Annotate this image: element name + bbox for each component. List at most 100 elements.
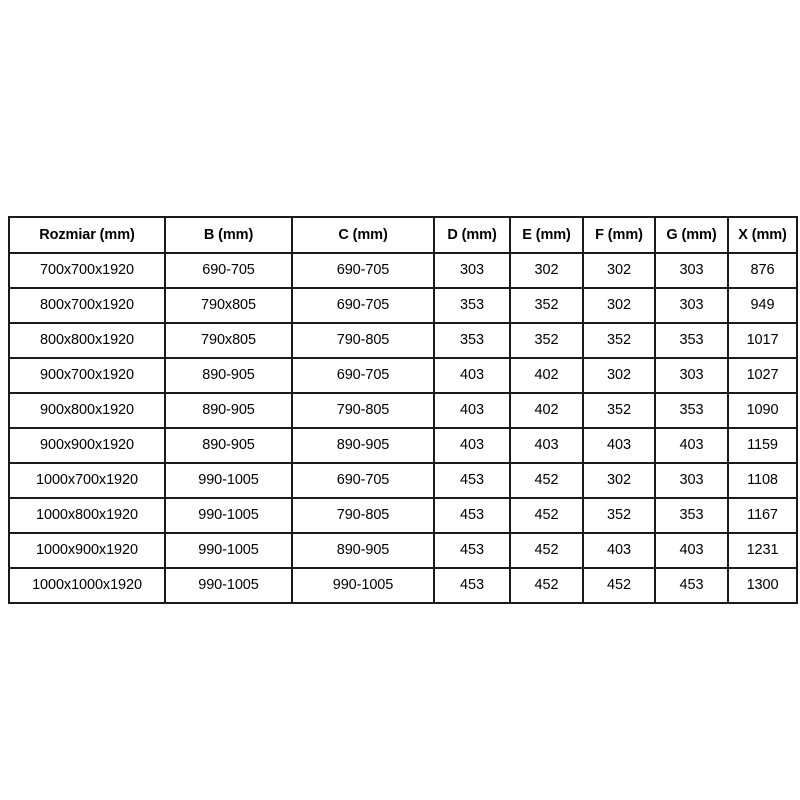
cell-e: 452 [509, 462, 584, 499]
cell-size: 1000x900x1920 [8, 532, 166, 569]
cell-d: 353 [433, 322, 511, 359]
cell-b: 890-905 [164, 427, 293, 464]
cell-x: 1300 [727, 567, 798, 604]
column-header-b: B (mm) [164, 216, 293, 254]
cell-e: 403 [509, 427, 584, 464]
cell-e: 352 [509, 322, 584, 359]
table-row: 900x900x1920 890-905 890-905 403 403 403 403 11… [8, 427, 798, 464]
cell-c: 890-905 [291, 532, 435, 569]
cell-x: 1231 [727, 532, 798, 569]
cell-b: 990-1005 [164, 462, 293, 499]
column-header-c: C (mm) [291, 216, 435, 254]
cell-size: 1000x800x1920 [8, 497, 166, 534]
cell-f: 302 [582, 252, 656, 289]
cell-g: 353 [654, 497, 729, 534]
cell-e: 402 [509, 392, 584, 429]
column-header-f: F (mm) [582, 216, 656, 254]
cell-x: 1090 [727, 392, 798, 429]
cell-size: 1000x1000x1920 [8, 567, 166, 604]
cell-size: 900x700x1920 [8, 357, 166, 394]
cell-d: 453 [433, 567, 511, 604]
cell-g: 453 [654, 567, 729, 604]
column-header-size: Rozmiar (mm) [8, 216, 166, 254]
cell-d: 303 [433, 252, 511, 289]
cell-d: 403 [433, 392, 511, 429]
cell-e: 302 [509, 252, 584, 289]
table-row: 1000x1000x1920 990-1005 990-1005 453 452 452 4… [8, 567, 798, 604]
table-row: 900x800x1920 890-905 790-805 403 402 352 353 10… [8, 392, 798, 429]
table-row: 1000x700x1920 990-1005 690-705 453 452 302 303… [8, 462, 798, 499]
cell-x: 1167 [727, 497, 798, 534]
cell-x: 1027 [727, 357, 798, 394]
cell-b: 990-1005 [164, 532, 293, 569]
cell-b: 890-905 [164, 392, 293, 429]
cell-b: 790x805 [164, 287, 293, 324]
cell-b: 990-1005 [164, 497, 293, 534]
cell-c: 990-1005 [291, 567, 435, 604]
cell-b: 990-1005 [164, 567, 293, 604]
cell-x: 876 [727, 252, 798, 289]
cell-c: 890-905 [291, 427, 435, 464]
cell-size: 900x900x1920 [8, 427, 166, 464]
cell-e: 402 [509, 357, 584, 394]
cell-x: 1017 [727, 322, 798, 359]
cell-g: 303 [654, 462, 729, 499]
cell-d: 403 [433, 357, 511, 394]
cell-size: 1000x700x1920 [8, 462, 166, 499]
cell-g: 353 [654, 392, 729, 429]
cell-c: 790-805 [291, 497, 435, 534]
cell-c: 690-705 [291, 287, 435, 324]
cell-b: 690-705 [164, 252, 293, 289]
cell-e: 352 [509, 287, 584, 324]
cell-g: 403 [654, 427, 729, 464]
cell-f: 352 [582, 497, 656, 534]
cell-g: 303 [654, 357, 729, 394]
column-header-e: E (mm) [509, 216, 584, 254]
column-header-x: X (mm) [727, 216, 798, 254]
cell-g: 353 [654, 322, 729, 359]
cell-c: 790-805 [291, 392, 435, 429]
table-header-row: Rozmiar (mm) B (mm) C (mm) D (mm) E (mm) F (m… [8, 216, 798, 254]
cell-e: 452 [509, 532, 584, 569]
table-row: 900x700x1920 890-905 690-705 403 402 302 303 10… [8, 357, 798, 394]
cell-c: 790-805 [291, 322, 435, 359]
cell-size: 800x800x1920 [8, 322, 166, 359]
cell-d: 403 [433, 427, 511, 464]
cell-g: 403 [654, 532, 729, 569]
cell-g: 303 [654, 252, 729, 289]
cell-x: 949 [727, 287, 798, 324]
cell-b: 890-905 [164, 357, 293, 394]
cell-d: 453 [433, 497, 511, 534]
column-header-g: G (mm) [654, 216, 729, 254]
cell-f: 403 [582, 427, 656, 464]
cell-c: 690-705 [291, 252, 435, 289]
cell-f: 352 [582, 322, 656, 359]
size-specification-table: Rozmiar (mm) B (mm) C (mm) D (mm) E (mm) F (m… [8, 216, 798, 604]
spec-table-container: Rozmiar (mm) B (mm) C (mm) D (mm) E (mm) F (m… [8, 216, 798, 604]
cell-f: 302 [582, 462, 656, 499]
cell-size: 800x700x1920 [8, 287, 166, 324]
cell-x: 1159 [727, 427, 798, 464]
table-row: 1000x800x1920 990-1005 790-805 453 452 352 353… [8, 497, 798, 534]
cell-b: 790x805 [164, 322, 293, 359]
cell-x: 1108 [727, 462, 798, 499]
cell-g: 303 [654, 287, 729, 324]
cell-e: 452 [509, 497, 584, 534]
cell-c: 690-705 [291, 462, 435, 499]
column-header-d: D (mm) [433, 216, 511, 254]
cell-f: 302 [582, 357, 656, 394]
table-row: 800x800x1920 790x805 790-805 353 352 352 353 10… [8, 322, 798, 359]
cell-f: 352 [582, 392, 656, 429]
table-body: 700x700x1920 690-705 690-705 303 302 302 303 87… [8, 252, 798, 604]
table-header: Rozmiar (mm) B (mm) C (mm) D (mm) E (mm) F (m… [8, 216, 798, 254]
cell-size: 900x800x1920 [8, 392, 166, 429]
cell-f: 403 [582, 532, 656, 569]
cell-d: 453 [433, 462, 511, 499]
cell-size: 700x700x1920 [8, 252, 166, 289]
cell-e: 452 [509, 567, 584, 604]
cell-d: 453 [433, 532, 511, 569]
cell-d: 353 [433, 287, 511, 324]
cell-f: 452 [582, 567, 656, 604]
table-row: 1000x900x1920 990-1005 890-905 453 452 403 403… [8, 532, 798, 569]
cell-c: 690-705 [291, 357, 435, 394]
